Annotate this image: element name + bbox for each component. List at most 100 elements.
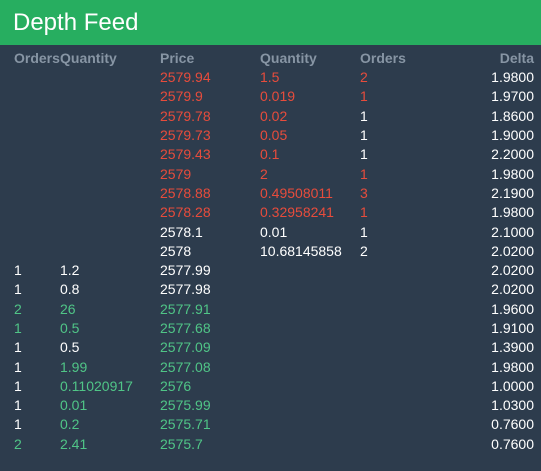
price-cell: 2579.94	[160, 69, 211, 86]
table-row: 1 0.5 2577.09 1.3900	[0, 338, 541, 357]
price-cell: 2577.68	[160, 320, 211, 336]
bid-quantity-cell	[60, 242, 160, 261]
ask-quantity-cell: 1.5	[260, 69, 280, 86]
delta-cell: 1.9800	[491, 165, 534, 182]
delta-cell: 2.0200	[491, 242, 534, 259]
ask-orders-cell: 3	[360, 184, 368, 201]
bid-orders-cell: 2	[14, 300, 22, 317]
ask-orders-cell	[360, 261, 440, 280]
table-row: 2579.78 0.02 1 1.8600	[0, 107, 541, 126]
price-cell: 2579	[160, 165, 192, 182]
bid-quantity-cell: 0.5	[60, 339, 80, 356]
bid-quantity-cell: 0.2	[60, 416, 80, 433]
delta-cell: 1.0000	[491, 377, 534, 394]
bid-orders-cell: 1	[14, 281, 22, 298]
delta-cell: 1.9700	[491, 88, 534, 105]
bid-orders-cell: 1	[14, 358, 22, 375]
delta-cell: 2.1000	[491, 223, 534, 240]
bid-orders-cell	[0, 107, 60, 126]
delta-cell: 2.0200	[491, 262, 534, 279]
table-row: 2578.88 0.49508011 3 2.1900	[0, 184, 541, 203]
bid-orders-cell	[0, 242, 60, 261]
delta-cell: 0.7600	[491, 416, 534, 433]
price-cell: 2578.1	[160, 223, 203, 240]
ask-orders-cell: 2	[360, 242, 368, 259]
bid-orders-cell: 1	[14, 320, 22, 336]
ask-quantity-cell: 0.019	[260, 88, 296, 105]
ask-orders-cell	[360, 415, 440, 434]
ask-quantity-cell	[260, 415, 360, 434]
delta-cell: 1.9800	[491, 69, 534, 86]
ask-orders-cell	[360, 396, 440, 415]
price-cell: 2579.9	[160, 88, 203, 105]
bid-orders-cell: 1	[14, 416, 22, 433]
bid-orders-cell: 1	[14, 339, 22, 356]
ask-quantity-cell: 0.01	[260, 223, 288, 240]
price-cell: 2575.99	[160, 397, 211, 414]
ask-quantity-cell: 10.68145858	[260, 242, 342, 259]
price-cell: 2577.09	[160, 339, 211, 356]
delta-cell: 0.7600	[491, 435, 534, 452]
delta-cell: 1.9800	[491, 358, 534, 375]
price-cell: 2577.08	[160, 358, 211, 375]
delta-cell: 1.9800	[491, 204, 534, 221]
bid-quantity-cell	[60, 145, 160, 164]
price-cell: 2577.98	[160, 281, 211, 298]
ask-orders-cell: 1	[360, 165, 368, 182]
bid-quantity-cell	[60, 222, 160, 241]
ask-orders-cell: 1	[360, 204, 368, 221]
ask-quantity-cell	[260, 435, 360, 454]
ask-orders-cell: 1	[360, 88, 368, 105]
ask-quantity-cell: 0.32958241	[260, 204, 334, 221]
table-row: 2578.28 0.32958241 1 1.9800	[0, 203, 541, 222]
price-cell: 2576	[160, 377, 192, 394]
header-row: Orders Quantity Price Quantity Orders De…	[0, 45, 541, 68]
bid-quantity-cell: 26	[60, 300, 76, 317]
bid-orders-cell: 1	[14, 262, 22, 279]
bid-quantity-cell: 0.01	[60, 397, 88, 414]
bid-quantity-cell	[60, 164, 160, 183]
depth-table: Orders Quantity Price Quantity Orders De…	[0, 45, 541, 454]
table-row: 2579 2 1 1.9800	[0, 164, 541, 183]
price-cell: 2578.88	[160, 184, 211, 201]
ask-quantity-cell	[260, 280, 360, 299]
price-cell: 2579.78	[160, 107, 211, 124]
price-cell: 2577.91	[160, 300, 211, 317]
bid-quantity-cell: 1.2	[60, 262, 80, 279]
col-header-delta: Delta	[499, 49, 534, 66]
table-row: 2 26 2577.91 1.9600	[0, 300, 541, 319]
ask-quantity-cell	[260, 319, 360, 338]
delta-cell: 2.1900	[491, 184, 534, 201]
delta-cell: 1.9100	[491, 320, 534, 336]
delta-cell: 1.3900	[491, 339, 534, 356]
ask-orders-cell: 1	[360, 223, 368, 240]
bid-orders-cell	[0, 203, 60, 222]
app-header: Depth Feed	[0, 0, 541, 45]
ask-orders-cell	[360, 377, 440, 396]
ask-quantity-cell: 0.02	[260, 107, 288, 124]
bid-quantity-cell: 0.8	[60, 281, 80, 298]
ask-orders-cell	[360, 338, 440, 357]
ask-quantity-cell: 2	[260, 165, 268, 182]
ask-orders-cell	[360, 357, 440, 376]
bid-orders-cell: 1	[14, 397, 22, 414]
delta-cell: 2.2000	[491, 146, 534, 163]
col-header-ask-orders: Orders	[360, 49, 406, 66]
table-row: 2579.9 0.019 1 1.9700	[0, 87, 541, 106]
bid-quantity-cell	[60, 126, 160, 145]
price-cell: 2578	[160, 242, 192, 259]
ask-quantity-cell	[260, 377, 360, 396]
ask-quantity-cell	[260, 396, 360, 415]
ask-quantity-cell	[260, 300, 360, 319]
table-row: 2578 10.68145858 2 2.0200	[0, 242, 541, 261]
delta-cell: 2.0200	[491, 281, 534, 298]
col-header-bid-quantity: Quantity	[60, 49, 117, 66]
table-row: 1 0.2 2575.71 0.7600	[0, 415, 541, 434]
col-header-ask-quantity: Quantity	[260, 49, 317, 66]
delta-cell: 1.9000	[491, 127, 534, 144]
table-row: 2 2.41 2575.7 0.7600	[0, 435, 541, 454]
ask-orders-cell	[360, 319, 440, 338]
page-title: Depth Feed	[13, 8, 139, 36]
col-header-price: Price	[160, 49, 195, 66]
ask-orders-cell	[360, 435, 440, 454]
